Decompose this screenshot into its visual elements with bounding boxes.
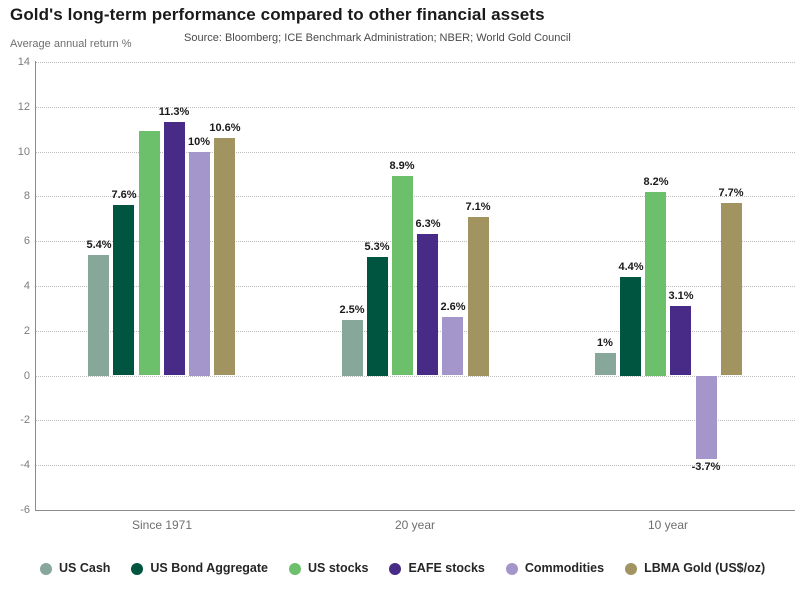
x-category-label: Since 1971	[131, 518, 193, 532]
bar	[342, 320, 363, 376]
bar-value-label: 7.7%	[718, 187, 744, 199]
bar	[442, 317, 463, 375]
legend-label: US Bond Aggregate	[150, 561, 269, 575]
y-tick-label: 2	[23, 325, 30, 337]
bar-value-label: 10%	[187, 136, 211, 148]
bar-value-label: 4.4%	[618, 261, 644, 273]
legend-label: US Cash	[59, 561, 111, 575]
y-tick-label: 6	[23, 235, 30, 247]
bar	[468, 217, 489, 376]
bar-value-label: 10.6%	[209, 122, 241, 134]
gridline	[35, 152, 795, 153]
bar-value-label: 5.4%	[86, 239, 112, 251]
legend-label: Commodities	[524, 561, 605, 575]
bar-value-label: 1%	[597, 337, 613, 349]
bar	[189, 152, 210, 376]
bar-value-label: 2.5%	[339, 304, 365, 316]
x-axis-line	[35, 510, 795, 511]
y-tick-label: 10	[17, 146, 30, 158]
legend-item: EAFE stocks	[389, 561, 485, 576]
legend-label: EAFE stocks	[408, 561, 485, 575]
chart-title: Gold's long-term performance compared to…	[10, 5, 545, 24]
y-tick-label: 14	[17, 56, 30, 68]
bar	[670, 306, 691, 375]
gridline	[35, 196, 795, 197]
legend-marker-icon	[40, 562, 52, 575]
legend-marker-icon	[131, 562, 144, 575]
gridline	[35, 107, 795, 108]
bar	[721, 203, 742, 375]
bar	[417, 234, 438, 375]
legend-marker-icon	[289, 562, 302, 575]
bar	[696, 376, 717, 459]
bar	[88, 255, 109, 376]
bar	[139, 131, 160, 375]
bar-value-label: 11.3%	[158, 106, 190, 118]
bar	[367, 257, 388, 376]
bar	[595, 353, 616, 375]
legend-item: LBMA Gold (US$/oz)	[625, 561, 765, 576]
bar-value-label: 7.6%	[111, 189, 137, 201]
y-tick-label: -4	[20, 459, 30, 471]
legend-item: Commodities	[505, 561, 605, 576]
legend-label: LBMA Gold (US$/oz)	[644, 561, 766, 575]
legend-label: US stocks	[308, 561, 369, 575]
gridline	[35, 241, 795, 242]
bar	[620, 277, 641, 376]
bar	[392, 176, 413, 375]
gridline	[35, 465, 795, 466]
bar	[645, 192, 666, 376]
legend-item: US stocks	[289, 561, 368, 576]
bar-value-label: 7.1%	[465, 201, 491, 213]
bar	[164, 122, 185, 375]
source-note: Source: Bloomberg; ICE Benchmark Adminis…	[184, 32, 571, 44]
gridline	[35, 286, 795, 287]
y-tick-label: 4	[23, 280, 30, 292]
gridline	[35, 331, 795, 332]
legend-item: US Bond Aggregate	[131, 561, 268, 576]
gridline	[35, 420, 795, 421]
bar-value-label: 5.3%	[364, 241, 390, 253]
y-tick-label: 12	[17, 101, 30, 113]
bar-value-label: 8.9%	[389, 160, 415, 172]
y-axis-title: Average annual return %	[10, 38, 132, 50]
legend-marker-icon	[505, 562, 518, 575]
bar-value-label: 8.2%	[643, 176, 669, 188]
y-tick-label: -2	[20, 414, 30, 426]
y-axis-line	[35, 61, 36, 510]
bar-value-label: -3.7%	[691, 461, 721, 473]
y-tick-label: -6	[20, 504, 30, 516]
legend: US Cash US Bond Aggregate US stocks EAFE st…	[40, 561, 765, 576]
legend-marker-icon	[625, 562, 638, 575]
bar-value-label: 3.1%	[668, 290, 694, 302]
gridline	[35, 62, 795, 63]
legend-item: US Cash	[40, 561, 110, 576]
gridline	[35, 376, 795, 377]
y-tick-label: 8	[23, 190, 30, 202]
x-category-label: 10 year	[647, 518, 689, 532]
bar-value-label: 2.6%	[440, 301, 466, 313]
legend-marker-icon	[389, 562, 402, 575]
y-tick-label: 0	[23, 370, 30, 382]
bar	[214, 138, 235, 375]
bar	[113, 205, 134, 375]
x-category-label: 20 year	[394, 518, 436, 532]
bar-value-label: 6.3%	[415, 218, 441, 230]
